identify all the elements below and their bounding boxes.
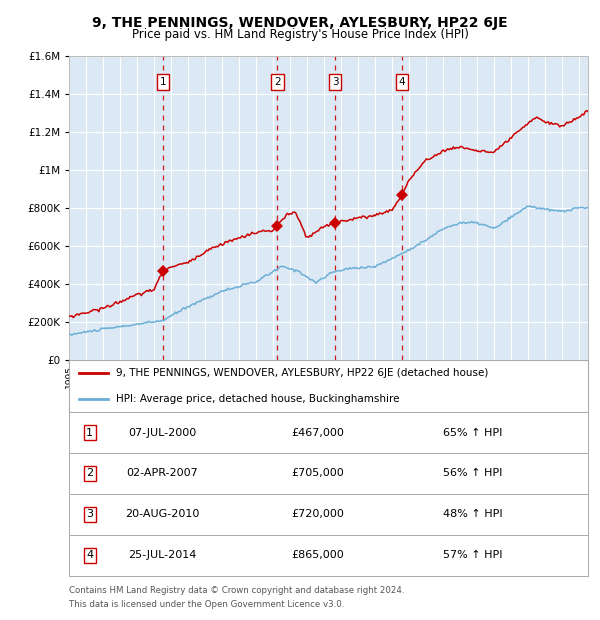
Text: 4: 4	[398, 78, 405, 87]
Text: 1: 1	[160, 78, 166, 87]
Text: 4: 4	[86, 550, 94, 560]
Text: 56% ↑ HPI: 56% ↑ HPI	[443, 469, 502, 479]
Text: HPI: Average price, detached house, Buckinghamshire: HPI: Average price, detached house, Buck…	[116, 394, 399, 404]
Text: 57% ↑ HPI: 57% ↑ HPI	[443, 550, 502, 560]
Text: £705,000: £705,000	[292, 469, 344, 479]
Text: 07-JUL-2000: 07-JUL-2000	[128, 428, 197, 438]
Text: 2: 2	[274, 78, 281, 87]
Text: £865,000: £865,000	[292, 550, 344, 560]
Text: 48% ↑ HPI: 48% ↑ HPI	[443, 509, 502, 520]
Text: £467,000: £467,000	[292, 428, 344, 438]
Text: 02-APR-2007: 02-APR-2007	[127, 469, 198, 479]
Text: 65% ↑ HPI: 65% ↑ HPI	[443, 428, 502, 438]
Text: 25-JUL-2014: 25-JUL-2014	[128, 550, 197, 560]
Text: 20-AUG-2010: 20-AUG-2010	[125, 509, 200, 520]
Text: Contains HM Land Registry data © Crown copyright and database right 2024.: Contains HM Land Registry data © Crown c…	[69, 586, 404, 595]
Text: £720,000: £720,000	[292, 509, 344, 520]
Text: 1: 1	[86, 428, 93, 438]
Text: This data is licensed under the Open Government Licence v3.0.: This data is licensed under the Open Gov…	[69, 601, 344, 609]
Text: 3: 3	[86, 509, 93, 520]
Text: 3: 3	[332, 78, 338, 87]
Text: Price paid vs. HM Land Registry's House Price Index (HPI): Price paid vs. HM Land Registry's House …	[131, 28, 469, 41]
Text: 2: 2	[86, 469, 94, 479]
Text: 9, THE PENNINGS, WENDOVER, AYLESBURY, HP22 6JE (detached house): 9, THE PENNINGS, WENDOVER, AYLESBURY, HP…	[116, 368, 488, 378]
Text: 9, THE PENNINGS, WENDOVER, AYLESBURY, HP22 6JE: 9, THE PENNINGS, WENDOVER, AYLESBURY, HP…	[92, 16, 508, 30]
